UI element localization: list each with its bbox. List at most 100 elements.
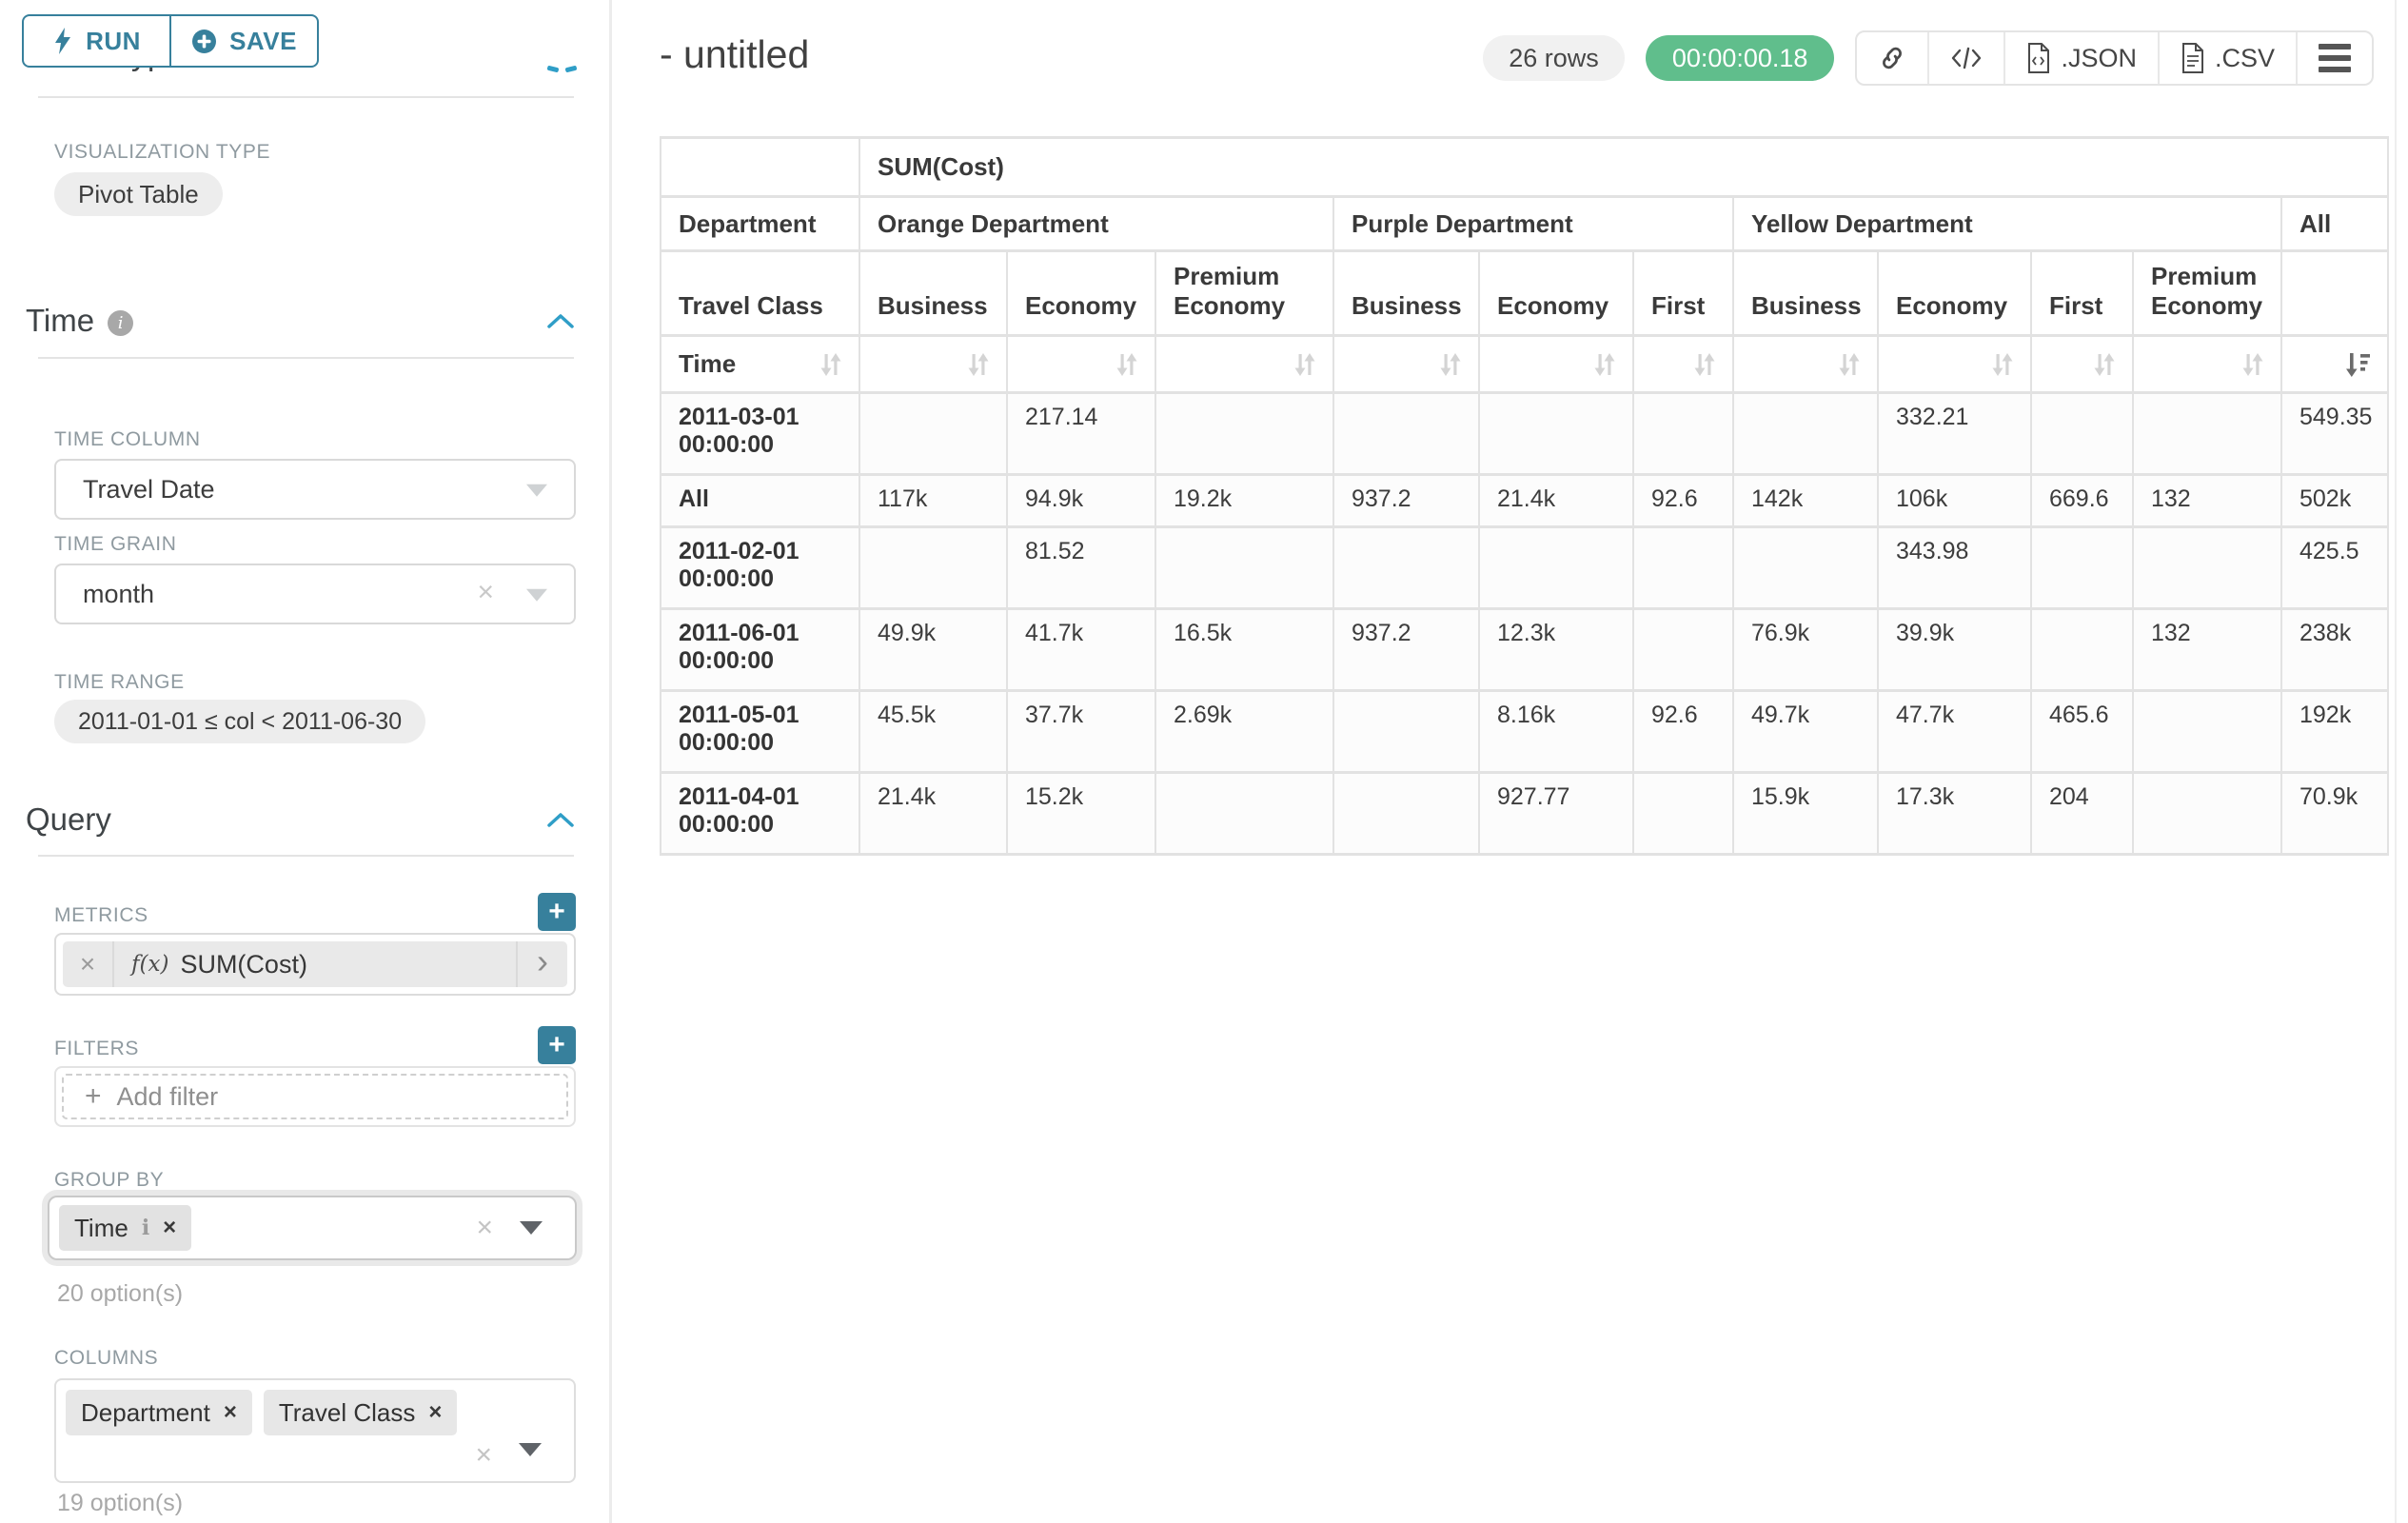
menu-button[interactable] xyxy=(2298,32,2372,84)
collapse-chevron-icon[interactable] xyxy=(545,810,576,829)
embed-code-button[interactable] xyxy=(1929,32,2006,84)
value-cell: 502k xyxy=(2280,473,2390,528)
caret-down-icon[interactable] xyxy=(520,1221,543,1235)
value-cell: 549.35 xyxy=(2280,391,2390,476)
sort-icon[interactable] xyxy=(1115,350,1139,379)
chevron-up-icon[interactable] xyxy=(564,65,578,73)
metric-value: SUM(Cost) xyxy=(180,949,307,979)
caret-down-icon xyxy=(526,484,547,497)
lightning-icon xyxy=(52,27,73,55)
pivot-table: SUM(Cost) Department Orange Department Purp… xyxy=(660,136,2390,856)
clear-icon[interactable]: × xyxy=(476,1212,493,1243)
run-button[interactable]: RUN xyxy=(22,14,171,68)
clear-icon[interactable]: × xyxy=(475,1439,492,1471)
sort-icon[interactable] xyxy=(2240,350,2265,379)
chevron-up-icon[interactable] xyxy=(546,65,560,73)
panel-divider[interactable] xyxy=(609,0,612,1523)
sort-icon[interactable] xyxy=(2092,350,2117,379)
export-json-button[interactable]: .JSON xyxy=(2005,32,2160,84)
file-json-icon xyxy=(2026,43,2051,73)
sort-icon[interactable] xyxy=(966,350,991,379)
value-cell xyxy=(2132,391,2282,476)
chart-title[interactable]: - untitled xyxy=(660,32,810,76)
value-cell: 465.6 xyxy=(2030,689,2134,774)
code-icon xyxy=(1950,46,1983,70)
value-cell xyxy=(1332,689,1480,774)
value-cell: 192k xyxy=(2280,689,2390,774)
visualization-type-label: VISUALIZATION TYPE xyxy=(54,141,271,163)
section-divider xyxy=(38,855,574,857)
value-cell xyxy=(2030,391,2134,476)
time-grain-label: TIME GRAIN xyxy=(54,533,177,555)
department-group-header: Purple Department xyxy=(1332,195,1734,252)
sort-icon[interactable] xyxy=(1592,350,1617,379)
remove-metric-icon[interactable]: × xyxy=(63,941,114,987)
add-metric-button[interactable]: + xyxy=(538,893,576,931)
value-cell: 12.3k xyxy=(1478,607,1634,692)
columns-tag[interactable]: Travel Class × xyxy=(263,1390,458,1435)
section-divider xyxy=(38,96,574,98)
add-filter-dropzone[interactable]: + Add filter xyxy=(62,1074,568,1119)
time-range-label: TIME RANGE xyxy=(54,671,185,693)
value-cell: 92.6 xyxy=(1632,689,1734,774)
filters-label: FILTERS xyxy=(54,1038,139,1059)
value-cell: 106k xyxy=(1877,473,2032,528)
query-timer-badge: 00:00:00.18 xyxy=(1645,35,1835,81)
value-cell: 39.9k xyxy=(1877,607,2032,692)
clear-icon[interactable]: × xyxy=(477,576,494,608)
sort-column-cell xyxy=(1332,334,1480,394)
value-cell xyxy=(2132,771,2282,856)
remove-tag-icon[interactable]: × xyxy=(223,1399,237,1425)
sort-column-cell xyxy=(1006,334,1156,394)
value-cell xyxy=(1155,391,1334,476)
table-row: 2011-02-01 00:00:00 81.52 343.98 425.5 xyxy=(660,525,2390,610)
metrics-control: × f(x) SUM(Cost) › xyxy=(54,933,576,996)
scrollbar-track[interactable] xyxy=(2395,0,2397,1523)
remove-tag-icon[interactable]: × xyxy=(163,1215,177,1240)
add-filter-button[interactable]: + xyxy=(538,1026,576,1064)
columns-select[interactable]: Department × Travel Class × × xyxy=(54,1378,576,1483)
sort-desc-icon[interactable] xyxy=(2344,350,2372,379)
table-row: All 117k 94.9k 19.2k 937.2 21.4k 92.6 142k 106k 6… xyxy=(660,473,2390,528)
sort-icon[interactable] xyxy=(1438,350,1463,379)
sort-icon[interactable] xyxy=(1692,350,1717,379)
table-row: 2011-05-01 00:00:00 45.5k 37.7k 2.69k 8.16k 9… xyxy=(660,689,2390,774)
export-csv-button[interactable]: .CSV xyxy=(2160,32,2298,84)
save-button[interactable]: SAVE xyxy=(169,14,319,68)
visualization-type-pill[interactable]: Pivot Table xyxy=(54,172,223,216)
sort-icon[interactable] xyxy=(1990,350,2015,379)
metric-pill[interactable]: × f(x) SUM(Cost) › xyxy=(63,941,567,987)
group-by-tag[interactable]: Time i × xyxy=(59,1205,192,1251)
travel-class-header: Premium Economy xyxy=(1155,249,1334,337)
caret-down-icon xyxy=(526,588,547,602)
sort-icon[interactable] xyxy=(1837,350,1862,379)
group-by-select[interactable]: Time i × × xyxy=(48,1196,577,1260)
share-link-button[interactable] xyxy=(1857,32,1930,84)
value-cell: 17.3k xyxy=(1877,771,2032,856)
remove-tag-icon[interactable]: × xyxy=(428,1399,443,1425)
value-cell: 37.7k xyxy=(1006,689,1156,774)
value-cell xyxy=(1478,391,1634,476)
travel-class-header: Economy xyxy=(1478,249,1634,337)
collapse-chevron-icon[interactable] xyxy=(545,311,576,330)
department-group-header: All xyxy=(2280,195,2390,252)
sort-icon[interactable] xyxy=(1293,350,1317,379)
sort-icon[interactable] xyxy=(819,350,843,379)
chevron-right-icon[interactable]: › xyxy=(516,941,567,987)
travel-class-header: Business xyxy=(1732,249,1879,337)
table-row: 2011-04-01 00:00:00 21.4k 15.2k 927.77 15.9k… xyxy=(660,771,2390,856)
caret-down-icon[interactable] xyxy=(519,1443,542,1456)
value-cell xyxy=(1732,525,1879,610)
department-dimension-label: Department xyxy=(660,195,860,252)
sort-column-cell xyxy=(859,334,1008,394)
time-range-pill[interactable]: 2011-01-01 ≤ col < 2011-06-30 xyxy=(54,700,426,743)
row-header: 2011-06-01 00:00:00 xyxy=(660,607,860,692)
travel-class-header: Business xyxy=(1332,249,1480,337)
value-cell: 343.98 xyxy=(1877,525,2032,610)
time-grain-select[interactable]: month × xyxy=(54,564,576,624)
time-column-select[interactable]: Travel Date xyxy=(54,459,576,520)
value-cell xyxy=(1632,607,1734,692)
columns-tag[interactable]: Department × xyxy=(66,1390,252,1435)
value-cell xyxy=(859,525,1008,610)
value-cell xyxy=(1332,771,1480,856)
